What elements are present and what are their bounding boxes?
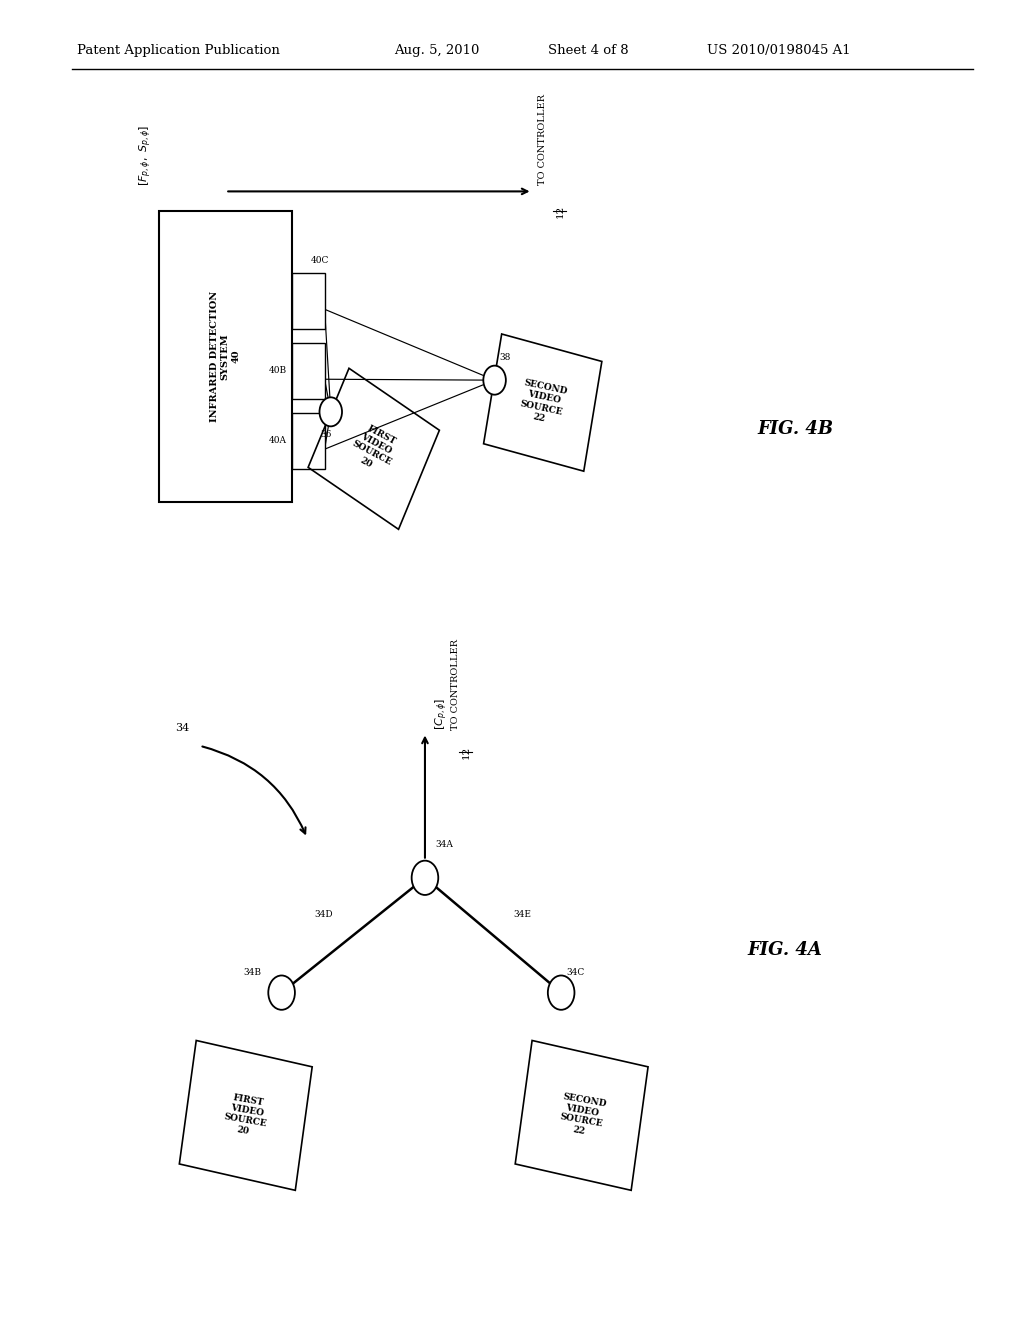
Text: TO CONTROLLER: TO CONTROLLER — [451, 639, 460, 730]
Text: 40A: 40A — [268, 437, 287, 445]
Text: US 2010/0198045 A1: US 2010/0198045 A1 — [707, 44, 850, 57]
Text: FIG. 4B: FIG. 4B — [758, 420, 834, 438]
Text: SECOND
VIDEO
SOURCE
22: SECOND VIDEO SOURCE 22 — [556, 1092, 607, 1139]
Text: Aug. 5, 2010: Aug. 5, 2010 — [394, 44, 479, 57]
Text: 38: 38 — [500, 352, 511, 362]
Text: $[C_{p,\phi}]$: $[C_{p,\phi}]$ — [433, 698, 450, 730]
Text: FIRST
VIDEO
SOURCE
20: FIRST VIDEO SOURCE 20 — [345, 421, 402, 477]
Text: 40C: 40C — [310, 256, 329, 265]
Circle shape — [412, 861, 438, 895]
Text: 12: 12 — [556, 205, 564, 218]
Text: $[F_{p,\phi},\ S_{p,\phi}]$: $[F_{p,\phi},\ S_{p,\phi}]$ — [137, 125, 154, 186]
Text: INFRARED DETECTION
SYSTEM
40: INFRARED DETECTION SYSTEM 40 — [210, 290, 241, 422]
Text: 34D: 34D — [314, 911, 333, 919]
Bar — [292, 343, 325, 399]
Text: 34E: 34E — [514, 911, 531, 919]
Text: 34: 34 — [175, 722, 189, 733]
Text: 40B: 40B — [268, 367, 287, 375]
Text: 12: 12 — [462, 746, 470, 759]
Bar — [292, 413, 325, 469]
Text: 36: 36 — [319, 430, 332, 440]
Bar — [292, 273, 325, 329]
Text: Patent Application Publication: Patent Application Publication — [77, 44, 280, 57]
Text: Sheet 4 of 8: Sheet 4 of 8 — [548, 44, 629, 57]
Text: TO CONTROLLER: TO CONTROLLER — [538, 94, 547, 185]
Text: SECOND
VIDEO
SOURCE
22: SECOND VIDEO SOURCE 22 — [517, 379, 568, 426]
Text: 34A: 34A — [435, 840, 453, 849]
Circle shape — [268, 975, 295, 1010]
Text: FIRST
VIDEO
SOURCE
20: FIRST VIDEO SOURCE 20 — [221, 1092, 270, 1139]
Text: 34B: 34B — [243, 969, 261, 977]
Circle shape — [548, 975, 574, 1010]
Bar — [159, 211, 292, 502]
Text: FIG. 4A: FIG. 4A — [748, 941, 822, 960]
Text: 34C: 34C — [566, 969, 585, 977]
Circle shape — [483, 366, 506, 395]
Circle shape — [319, 397, 342, 426]
